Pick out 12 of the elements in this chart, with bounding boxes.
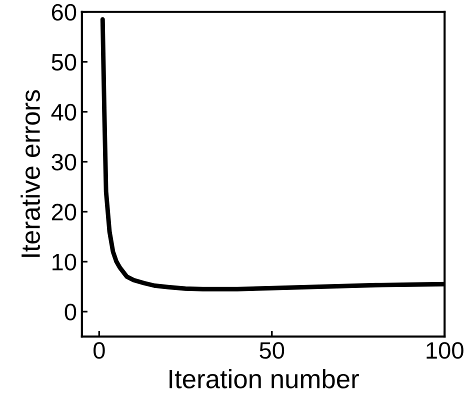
y-tick-label: 30 — [52, 154, 76, 171]
x-tick-label: 0 — [94, 342, 105, 359]
y-tick-label: 50 — [52, 54, 76, 71]
x-axis-title: Iteration number — [170, 369, 359, 388]
y-tick-label: 20 — [52, 204, 76, 220]
y-axis-title: Iterative errors — [20, 90, 40, 257]
x-tick-label: 100 — [426, 342, 464, 359]
y-tick-label: 40 — [51, 104, 76, 121]
y-tick-label: 0 — [64, 304, 76, 320]
y-tick-label: 60 — [52, 4, 76, 21]
x-tick-label: 50 — [260, 342, 284, 359]
y-tick-label: 10 — [52, 254, 76, 270]
